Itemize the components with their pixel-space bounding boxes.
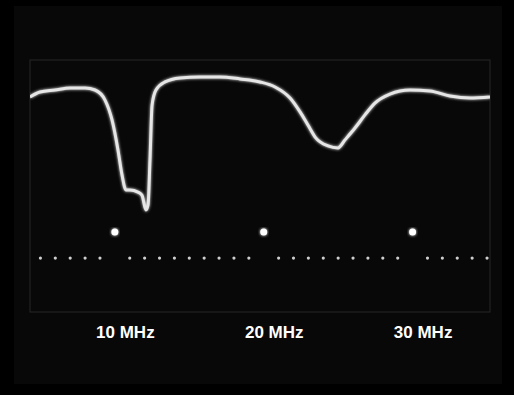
marker-dot xyxy=(173,256,176,259)
marker-dot xyxy=(381,256,384,259)
x-tick-label: 30 MHz xyxy=(394,323,453,342)
marker-dot xyxy=(292,256,295,259)
marker-dot xyxy=(69,256,72,259)
marker-dot xyxy=(426,256,429,259)
marker-dot xyxy=(485,256,488,259)
marker-dot xyxy=(307,256,310,259)
marker-dot xyxy=(366,256,369,259)
marker-dot xyxy=(232,256,235,259)
marker-dot xyxy=(441,256,444,259)
marker-dot xyxy=(337,256,340,259)
trace xyxy=(30,77,490,210)
x-axis: 10 MHz 20 MHz 30 MHz xyxy=(31,312,491,342)
marker-dot xyxy=(260,229,267,236)
marker-dot xyxy=(203,256,206,259)
marker-dot xyxy=(98,256,101,259)
marker-dot xyxy=(188,256,191,259)
marker-dot xyxy=(396,256,399,259)
marker-dot xyxy=(54,256,57,259)
marker-dot xyxy=(456,256,459,259)
chart: 10 MHz 20 MHz 30 MHz xyxy=(0,0,514,395)
background xyxy=(0,0,514,395)
x-tick: 30 MHz xyxy=(394,312,453,342)
marker-dot xyxy=(471,256,474,259)
screen xyxy=(14,6,502,384)
marker-dot xyxy=(111,229,118,236)
x-tick: 20 MHz xyxy=(245,312,304,342)
marker-dot xyxy=(158,256,161,259)
marker-dot xyxy=(277,256,280,259)
marker-dot xyxy=(351,256,354,259)
marker-dot xyxy=(39,256,42,259)
marker-dot xyxy=(247,256,250,259)
marker-dot xyxy=(128,256,131,259)
x-tick-label: 20 MHz xyxy=(245,323,304,342)
x-tick-label: 10 MHz xyxy=(96,323,155,342)
marker-dot xyxy=(409,229,416,236)
marker-dot xyxy=(143,256,146,259)
plot-area xyxy=(30,77,490,260)
plot-frame xyxy=(30,60,490,312)
marker-dot xyxy=(322,256,325,259)
marker-dot xyxy=(217,256,220,259)
marker-dot xyxy=(83,256,86,259)
x-tick: 10 MHz xyxy=(96,312,155,342)
x-axis-line xyxy=(31,311,491,314)
